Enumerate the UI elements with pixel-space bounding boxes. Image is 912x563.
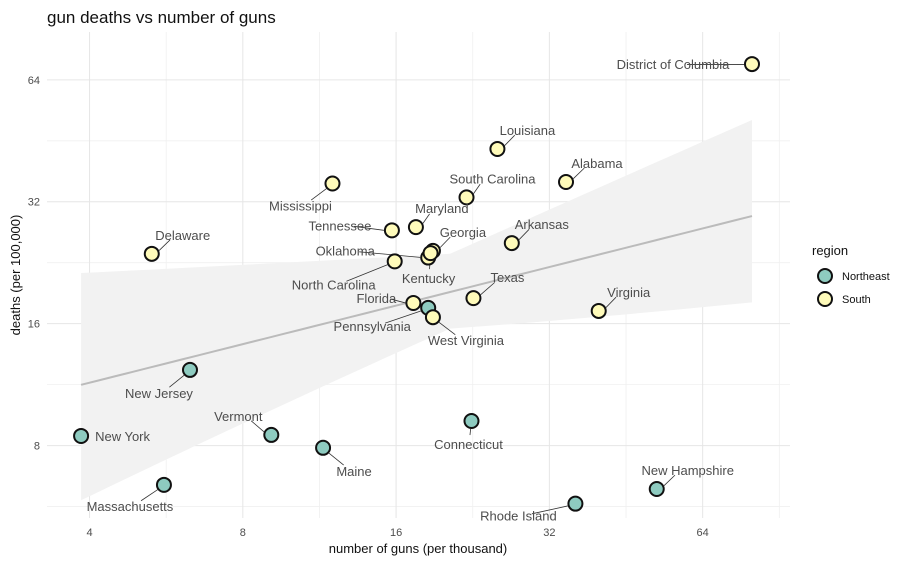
point-label: New Hampshire (641, 463, 733, 478)
label-connector (469, 428, 472, 436)
legend-key (817, 268, 833, 284)
data-point (143, 245, 160, 262)
data-point (590, 302, 607, 319)
label-connector (250, 420, 265, 433)
y-axis-title: deaths (per 100,000) (8, 215, 23, 336)
legend-label: Northeast (842, 271, 890, 283)
data-point (463, 412, 480, 429)
point-label: Louisiana (500, 123, 556, 138)
label-connector (663, 474, 676, 486)
point-label: Delaware (155, 228, 210, 243)
data-point (424, 309, 441, 326)
point-label: Tennessee (308, 218, 371, 233)
x-tick-label: 8 (240, 527, 246, 539)
point-label: New York (95, 429, 150, 444)
label-connector (605, 296, 617, 308)
label-connector (390, 298, 406, 304)
y-tick-label: 64 (28, 75, 40, 87)
label-connector (518, 229, 530, 240)
point-label: West Virginia (428, 333, 505, 348)
x-tick-label: 4 (86, 527, 92, 539)
point-label: Rhode Island (480, 509, 557, 524)
y-tick-label: 8 (34, 441, 40, 453)
point-label: Maryland (415, 201, 468, 216)
data-point (567, 495, 584, 512)
point-label: Texas (490, 270, 524, 285)
data-point (465, 290, 482, 307)
point-label: Alabama (571, 156, 623, 171)
data-point (383, 222, 400, 239)
data-point (155, 476, 172, 493)
data-point (407, 219, 424, 236)
label-connector (438, 322, 456, 336)
point-label: Connecticut (434, 437, 503, 452)
point-label: Florida (356, 291, 397, 306)
label-connector (310, 188, 327, 201)
label-connector (480, 282, 496, 296)
data-point (648, 481, 665, 498)
data-point (324, 175, 341, 192)
point-label: Massachusetts (87, 499, 174, 514)
x-tick-label: 32 (543, 527, 555, 539)
label-connector (422, 213, 430, 224)
data-points (73, 56, 760, 512)
label-connector (573, 167, 585, 180)
point-label: Arkansas (515, 217, 570, 232)
data-point (315, 439, 332, 456)
data-point (405, 294, 422, 311)
point-label: Oklahoma (316, 244, 376, 259)
data-point (503, 235, 520, 252)
point-label: Pennsylvania (334, 319, 412, 334)
x-axis-ticks: 4 8 16 32 64 (86, 527, 708, 539)
label-connector (531, 505, 568, 515)
y-tick-label: 32 (28, 197, 40, 209)
point-labels: New York Massachusetts New Jersey Vermont Ma… (87, 57, 734, 524)
label-connector (169, 374, 185, 388)
data-point (489, 140, 506, 157)
data-point (73, 427, 90, 444)
data-point (181, 361, 198, 378)
label-connector (504, 134, 516, 146)
point-label: Virginia (607, 285, 651, 300)
data-point (263, 426, 280, 443)
point-label: District of Columbia (617, 57, 730, 72)
label-connector (353, 225, 384, 231)
legend-key (817, 291, 833, 307)
label-connector (359, 251, 421, 258)
legend-title: region (812, 243, 848, 258)
data-point (386, 253, 403, 270)
chart-title: gun deaths vs number of guns (47, 8, 276, 27)
x-tick-label: 64 (697, 527, 709, 539)
legend-label: South (842, 294, 871, 306)
point-label: Vermont (214, 409, 263, 424)
label-connector (158, 239, 171, 251)
x-axis-title: number of guns (per thousand) (329, 541, 508, 556)
point-label: Maine (336, 464, 371, 479)
point-label: Georgia (440, 225, 487, 240)
data-point (422, 245, 439, 262)
label-connector (473, 183, 481, 194)
data-point (558, 174, 575, 191)
label-connectors (140, 64, 745, 515)
label-connector (385, 310, 421, 324)
data-point (458, 189, 475, 206)
point-label: New Jersey (125, 386, 193, 401)
point-label: North Carolina (292, 277, 377, 292)
point-label: Kentucky (402, 271, 456, 286)
label-connector (346, 264, 388, 282)
point-label: South Carolina (450, 171, 537, 186)
x-tick-label: 16 (390, 527, 402, 539)
data-point (743, 56, 760, 73)
label-connector (439, 236, 451, 248)
y-axis-ticks: 8 16 32 64 (28, 75, 40, 453)
point-label: Mississippi (269, 198, 332, 213)
label-connector (328, 452, 344, 466)
legend: region Northeast South (812, 243, 890, 307)
label-connector (140, 489, 158, 502)
y-tick-label: 16 (28, 319, 40, 331)
